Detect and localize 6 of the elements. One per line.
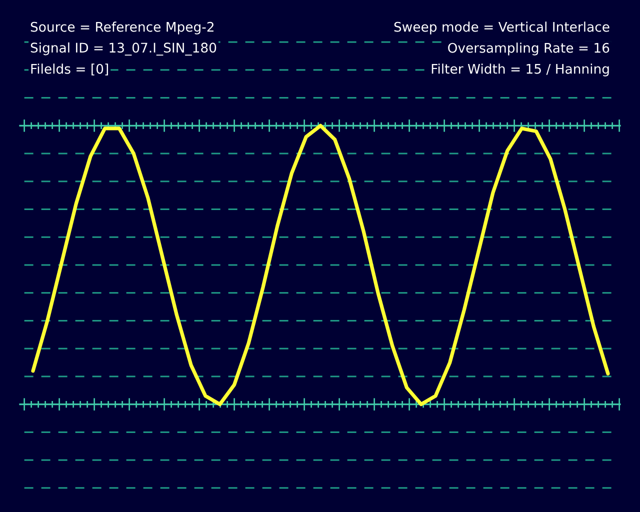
text: Signal ID = 13_07.I_SIN_180 [30,42,216,56]
source-note: Source = Reference Mpeg-2 [30,22,214,34]
text: Filelds = [0] [31,64,108,76]
text: Sweep mode = Vertical Interlace [394,22,610,34]
text: Filter Width = 15 / Hanning [432,64,609,76]
text: Oversampling Rate = 16 [448,42,610,56]
